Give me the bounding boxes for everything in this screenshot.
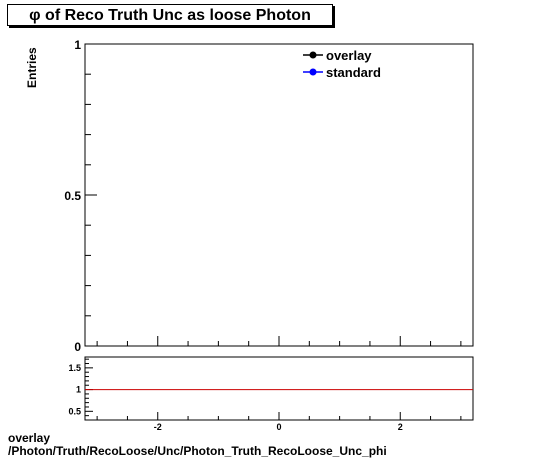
legend-label-overlay: overlay xyxy=(326,48,372,63)
ratio-x-tick-label: -2 xyxy=(154,422,162,432)
main-plot: 00.51 xyxy=(64,38,474,354)
footer-line-2: /Photon/Truth/RecoLoose/Unc/Photon_Truth… xyxy=(8,444,387,458)
chart-title-box: φ of Reco Truth Unc as loose Photon xyxy=(7,4,333,26)
footer-caption: overlay /Photon/Truth/RecoLoose/Unc/Phot… xyxy=(8,432,387,458)
ratio-plot-frame xyxy=(84,356,474,421)
main-plot-frame xyxy=(84,43,474,347)
y-tick-label: 0 xyxy=(74,340,81,354)
footer-line-1: overlay xyxy=(8,431,51,445)
ratio-x-tick-label: 0 xyxy=(276,422,281,432)
ratio-plot: 0.5 1 1.5 -2 0 2 xyxy=(68,356,474,432)
y-tick-label: 1 xyxy=(74,38,81,52)
ratio-x-tick-label: 2 xyxy=(398,422,403,432)
legend-label-standard: standard xyxy=(326,65,381,80)
y-tick-label: 0.5 xyxy=(64,189,81,203)
ratio-y-tick-label: 1 xyxy=(76,385,81,395)
legend-marker-standard xyxy=(309,68,317,76)
ratio-y-tick-label: 1.5 xyxy=(68,363,81,373)
legend: overlay standard xyxy=(303,48,381,80)
chart-title: φ of Reco Truth Unc as loose Photon xyxy=(29,7,311,24)
legend-marker-overlay xyxy=(309,51,317,59)
ratio-y-tick-label: 0.5 xyxy=(68,406,81,416)
